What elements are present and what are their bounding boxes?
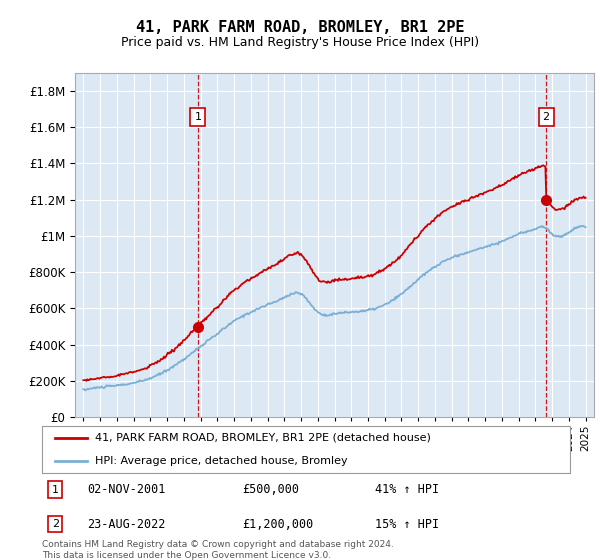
Text: 41, PARK FARM ROAD, BROMLEY, BR1 2PE: 41, PARK FARM ROAD, BROMLEY, BR1 2PE: [136, 20, 464, 35]
Text: £1,200,000: £1,200,000: [242, 517, 314, 530]
Text: 41, PARK FARM ROAD, BROMLEY, BR1 2PE (detached house): 41, PARK FARM ROAD, BROMLEY, BR1 2PE (de…: [95, 432, 431, 442]
Text: 2: 2: [542, 112, 550, 122]
Text: £500,000: £500,000: [242, 483, 299, 496]
Text: 02-NOV-2001: 02-NOV-2001: [87, 483, 165, 496]
Text: 2: 2: [52, 519, 59, 529]
Text: 1: 1: [52, 484, 59, 494]
Text: 41% ↑ HPI: 41% ↑ HPI: [374, 483, 439, 496]
Text: HPI: Average price, detached house, Bromley: HPI: Average price, detached house, Brom…: [95, 456, 347, 466]
Text: 23-AUG-2022: 23-AUG-2022: [87, 517, 165, 530]
Text: Price paid vs. HM Land Registry's House Price Index (HPI): Price paid vs. HM Land Registry's House …: [121, 36, 479, 49]
Text: 1: 1: [194, 112, 202, 122]
FancyBboxPatch shape: [42, 426, 570, 473]
Text: 15% ↑ HPI: 15% ↑ HPI: [374, 517, 439, 530]
Text: Contains HM Land Registry data © Crown copyright and database right 2024.
This d: Contains HM Land Registry data © Crown c…: [42, 540, 394, 560]
